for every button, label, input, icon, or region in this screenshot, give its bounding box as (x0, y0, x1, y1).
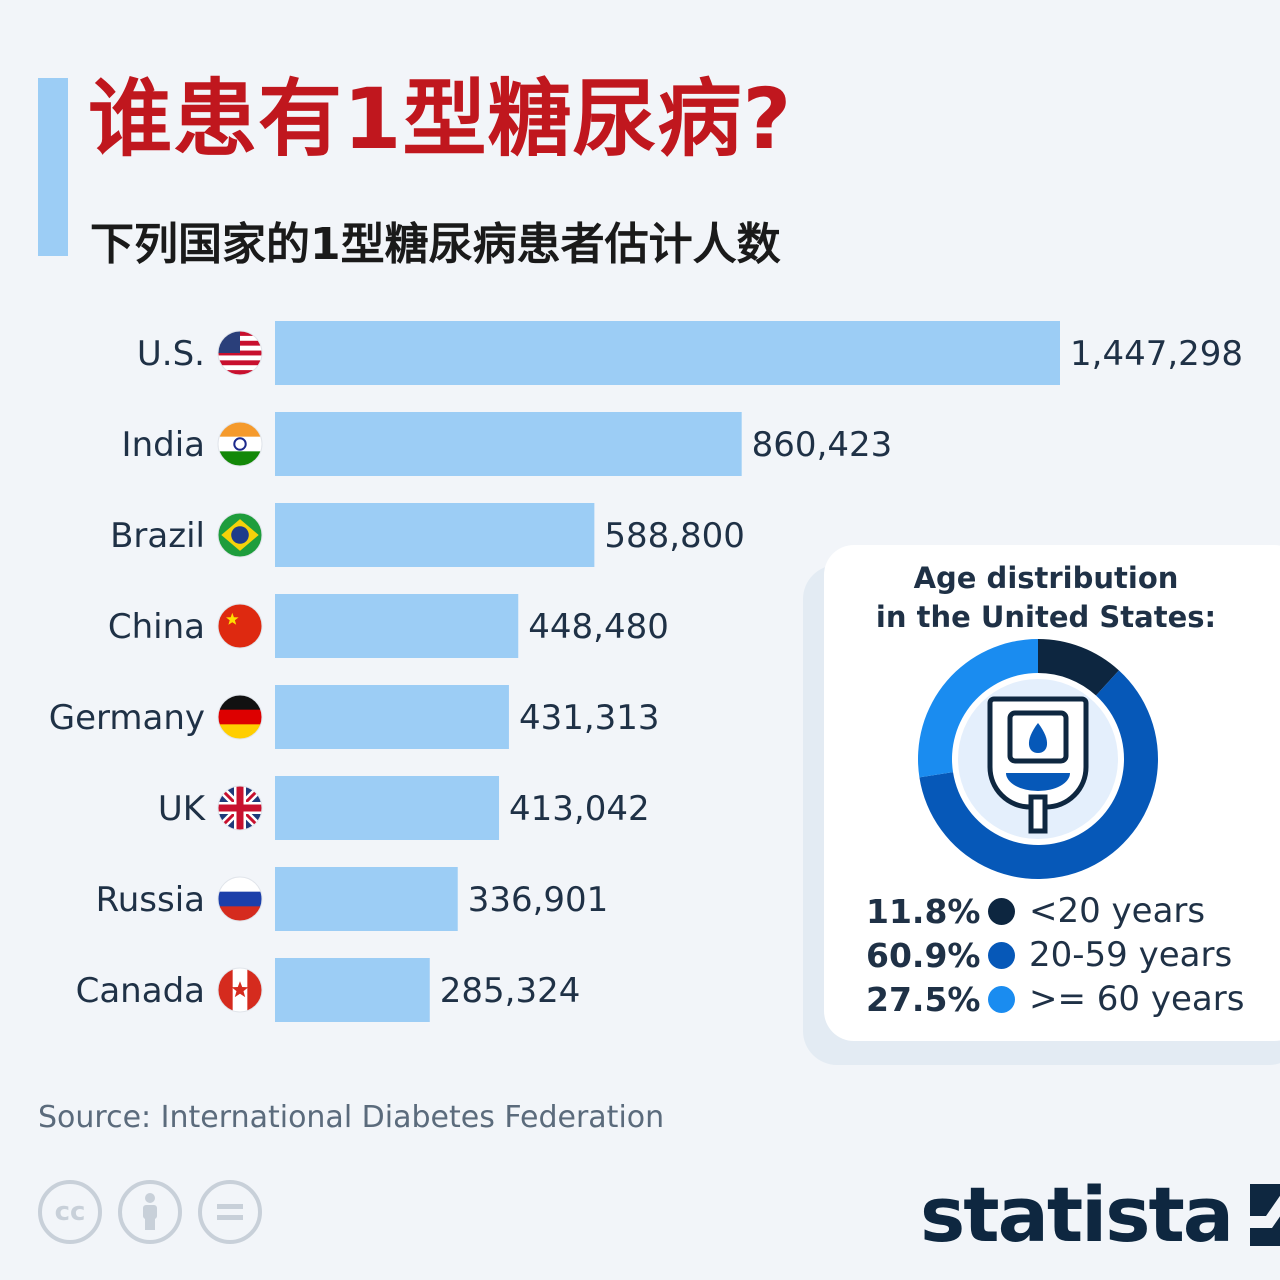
bar-1 (275, 412, 742, 476)
age-legend: 11.8% <20 years 60.9% 20-59 years 27.5% … (866, 889, 1244, 1021)
statista-mark-icon (1250, 1183, 1280, 1246)
brand-name: statista (920, 1170, 1234, 1259)
license-icons: cc (38, 1180, 262, 1244)
bar-3 (275, 594, 519, 658)
bar-chart: 1,447,298 U.S. 860,423 India 588,800 Brazil 44… (49, 321, 1243, 1022)
chart-subtitle: 下列国家的1型糖尿病患者估计人数 (90, 219, 781, 270)
legend-pct: 11.8% (866, 891, 981, 931)
donut-slice-0 (1038, 639, 1119, 696)
germany-flag-icon (217, 694, 263, 740)
legend-label: <20 years (1029, 891, 1206, 931)
legend-pct: 60.9% (866, 935, 981, 975)
legend-row-60-plus: 27.5% >= 60 years (866, 977, 1244, 1021)
uk-flag-icon (217, 785, 263, 831)
attribution-icon[interactable] (118, 1180, 182, 1244)
age-title-line-1: Age distribution (913, 561, 1179, 595)
category-label: China (108, 607, 205, 647)
age-title-line-2: in the United States: (875, 600, 1217, 634)
legend-dot (988, 985, 1015, 1013)
value-label: 1,447,298 (1070, 334, 1243, 374)
donut-slice-1 (919, 670, 1158, 879)
bar-5 (275, 776, 500, 840)
bar-7 (275, 958, 430, 1022)
donut-slice-2 (918, 639, 1038, 778)
brazil-flag-icon (217, 512, 263, 558)
chart-title: 谁患有1型糖尿病? (88, 70, 793, 168)
value-label: 413,042 (509, 789, 650, 829)
value-label: 588,800 (604, 516, 745, 556)
age-donut-chart (918, 639, 1158, 879)
bar-6 (275, 867, 458, 931)
value-label: 336,901 (468, 880, 609, 920)
cc-icon[interactable]: cc (38, 1180, 102, 1244)
source-note: Source: International Diabetes Federatio… (38, 1100, 665, 1135)
legend-row-20-59: 60.9% 20-59 years (866, 933, 1244, 977)
russia-flag-icon (217, 876, 263, 922)
age-distribution-card: Age distribution in the United States: 1… (824, 545, 1280, 1041)
china-flag-icon (217, 603, 263, 649)
age-distribution-title: Age distribution in the United States: (824, 559, 1268, 637)
category-label: Brazil (110, 516, 205, 556)
statista-logo[interactable]: statista (920, 1170, 1280, 1259)
bar-0 (275, 321, 1060, 385)
legend-label: 20-59 years (1029, 935, 1233, 975)
canada-flag-icon (217, 967, 263, 1013)
legend-dot (988, 941, 1015, 969)
category-label: UK (158, 789, 207, 829)
category-label: U.S. (137, 334, 205, 374)
legend-row-under-20: 11.8% <20 years (866, 889, 1244, 933)
category-label: Germany (49, 698, 205, 738)
india-flag-icon (217, 421, 263, 467)
glucose-meter-icon (958, 679, 1118, 839)
category-label: India (122, 425, 205, 465)
category-label: Russia (96, 880, 205, 920)
us-flag-icon (217, 330, 263, 376)
legend-label: >= 60 years (1029, 979, 1245, 1019)
value-label: 860,423 (752, 425, 893, 465)
accent-bar (38, 78, 68, 256)
value-label: 431,313 (519, 698, 660, 738)
legend-dot (988, 897, 1015, 925)
value-label: 285,324 (440, 971, 581, 1011)
legend-pct: 27.5% (866, 979, 981, 1019)
bar-4 (275, 685, 509, 749)
no-derivatives-icon[interactable] (198, 1180, 262, 1244)
category-label: Canada (76, 971, 205, 1011)
bar-2 (275, 503, 595, 567)
value-label: 448,480 (528, 607, 669, 647)
